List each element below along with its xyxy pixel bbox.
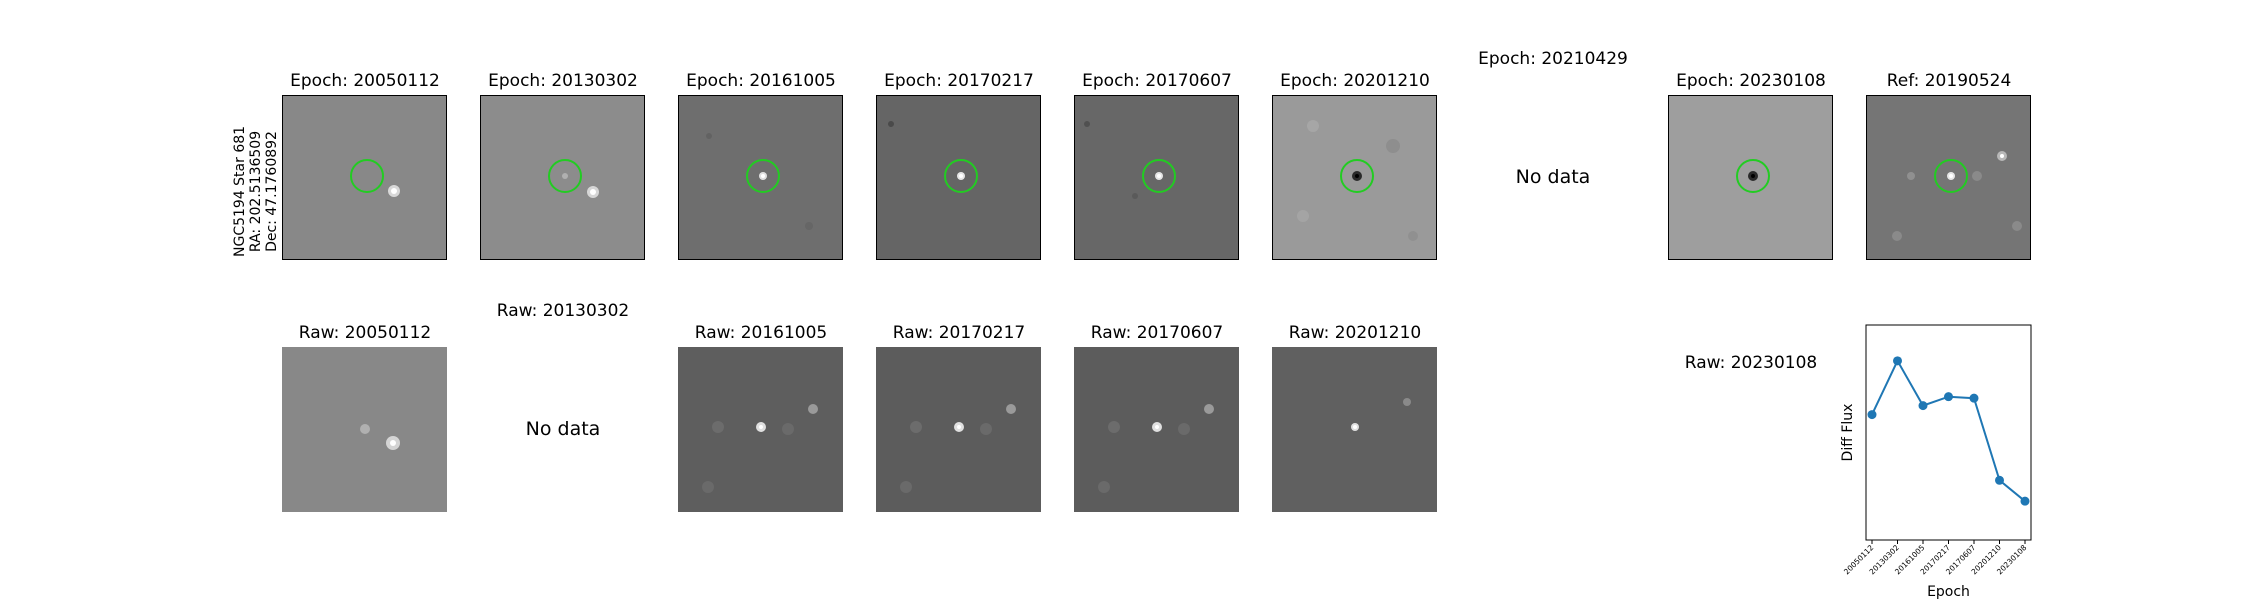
diff-image-4 [876,95,1041,260]
raw-image-5 [1074,347,1239,512]
raw-image-3 [678,347,843,512]
epoch-title-2: Epoch: 20130302 [488,71,638,91]
diff-image-3 [678,95,843,260]
data-point [2020,496,2030,506]
target-circle [746,159,780,193]
diff-image-2 [480,95,645,260]
reference-image [1866,95,2031,260]
target-circle [1736,159,1770,193]
diff-image-8 [1668,95,1833,260]
raw-title-4: Raw: 20170217 [892,323,1026,343]
plot-frame [1865,324,2032,541]
epoch-title-4: Epoch: 20170217 [884,71,1034,91]
star-name: NGC5194 Star 681 [232,125,248,257]
diff-image-6 [1272,95,1437,260]
raw-title-6: Raw: 20201210 [1288,323,1422,343]
raw-image-4 [876,347,1041,512]
star-ra: RA: 202.5136509 [248,130,264,253]
data-point [1944,392,1953,402]
x-axis-label: Epoch [1927,584,1970,600]
epoch-title-3: Epoch: 20161005 [686,71,836,91]
data-point [1969,393,1979,403]
data-point [1995,475,2004,485]
nodata-label-top: No data [1515,166,1591,188]
target-circle [944,159,978,193]
raw-title-5: Raw: 20170607 [1090,323,1224,343]
ref-title: Ref: 20190524 [1886,71,2012,91]
target-circle [548,159,582,193]
data-point [1893,356,1902,366]
epoch-title-5: Epoch: 20170607 [1082,71,1232,91]
epoch-title-8: Epoch: 20230108 [1676,71,1826,91]
star-label: NGC5194 Star 681 RA: 202.5136509 Dec: 47… [232,126,280,257]
diff-image-5 [1074,95,1239,260]
epoch-title-1: Epoch: 20050112 [290,71,440,91]
star-dec: Dec: 47.1760892 [264,131,280,252]
nodata-label-bottom: No data [525,418,601,440]
diff-flux-chart: 2005011220130302201610052017021720170607… [1840,324,2032,600]
target-circle [1340,159,1374,193]
target-circle [350,159,384,193]
data-point [1867,410,1877,420]
data-point [1918,401,1928,411]
y-axis-label: Diff Flux [1840,404,1856,462]
target-circle [1934,159,1968,193]
epoch-title-6: Epoch: 20201210 [1280,71,1430,91]
target-circle [1142,159,1176,193]
raw-image-6 [1272,347,1437,512]
raw-title-1: Raw: 20050112 [298,323,432,343]
raw-title-3: Raw: 20161005 [694,323,828,343]
diff-image-1 [282,95,447,260]
raw-image-1 [282,347,447,512]
raw-title-2: Raw: 20130302 [496,301,630,321]
epoch-title-7: Epoch: 20210429 [1478,49,1628,69]
raw-title-7: Raw: 20230108 [1684,353,1818,373]
